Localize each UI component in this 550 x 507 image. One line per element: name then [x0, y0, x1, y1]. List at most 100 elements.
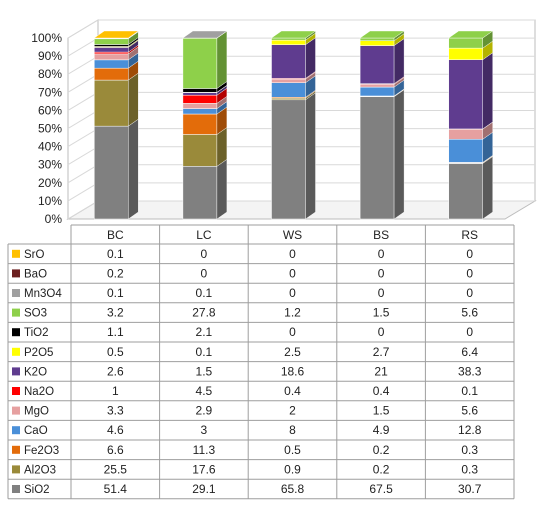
data-label-so3-bs: 1.5: [373, 306, 390, 320]
data-label-cao-bs: 4.9: [373, 423, 390, 437]
legend-key-na2o: [12, 387, 20, 395]
bar-segment-rs-p2o5: [448, 47, 483, 60]
bar-top-lc: [182, 30, 228, 39]
series-label-al2o3: Al2O3: [24, 464, 56, 476]
bar-segment-bc-sio2: [94, 125, 129, 220]
y-tick-label: 10%: [38, 194, 62, 208]
bar-side-bs-sio2: [393, 89, 405, 220]
data-label-bao-bc: 0.2: [107, 266, 124, 280]
data-label-mn3o4-ws: 0: [289, 286, 296, 300]
data-label-mgo-bs: 1.5: [373, 404, 390, 418]
data-label-cao-rs: 12.8: [458, 423, 482, 437]
bar-segment-ws-k2o: [271, 44, 306, 79]
series-label-tio2: TiO2: [24, 327, 49, 339]
data-label-mn3o4-lc: 0.1: [196, 286, 213, 300]
series-label-bao: BaO: [24, 268, 47, 280]
data-label-fe2o3-bc: 6.6: [107, 443, 124, 457]
legend-key-sio2: [12, 485, 20, 493]
bar-segment-ws-sio2: [271, 99, 306, 220]
data-label-so3-lc: 27.8: [192, 306, 216, 320]
bar-stack-lc: [182, 30, 228, 220]
data-label-sro-rs: 0: [466, 247, 473, 261]
series-label-p2o5: P2O5: [24, 347, 53, 359]
data-label-na2o-ws: 0.4: [284, 384, 301, 398]
data-label-mgo-bc: 3.3: [107, 404, 124, 418]
bar-segment-bs-p2o5: [359, 40, 395, 46]
data-label-al2o3-ws: 0.9: [284, 462, 301, 476]
bar-side-rs-sio2: [482, 156, 493, 220]
bar-stacks: [93, 30, 494, 220]
y-tick-label: 100%: [31, 31, 62, 45]
data-label-al2o3-bs: 0.2: [373, 462, 390, 476]
data-label-sio2-rs: 30.7: [458, 482, 482, 496]
category-label-ws: WS: [283, 228, 302, 242]
bar-segment-ws-mgo: [271, 78, 306, 84]
bar-top-bc: [93, 30, 139, 39]
data-label-p2o5-bs: 2.7: [373, 345, 390, 359]
bar-segment-bc-al2o3: [94, 79, 129, 127]
data-label-bao-ws: 0: [289, 266, 296, 280]
y-tick-label: 60%: [38, 103, 62, 117]
data-label-mgo-ws: 2: [289, 404, 296, 418]
data-label-al2o3-lc: 17.6: [192, 462, 216, 476]
legend-key-fe2o3: [12, 445, 20, 454]
bar-segment-lc-na2o: [182, 94, 218, 104]
bar-segment-ws-cao: [271, 82, 306, 98]
y-tick-label: 50%: [38, 122, 62, 136]
bar-side-lc-so3: [216, 30, 228, 89]
bar-segment-lc-sio2: [182, 166, 218, 220]
bar-side-bs-k2o: [393, 38, 405, 85]
legend-key-p2o5: [12, 347, 20, 356]
data-label-k2o-bc: 2.6: [107, 364, 124, 378]
data-label-sio2-bc: 51.4: [104, 482, 128, 496]
data-label-tio2-ws: 0: [289, 325, 296, 339]
data-label-sro-ws: 0: [289, 247, 296, 261]
bar-segment-bs-so3: [359, 37, 395, 41]
bar-segment-rs-sio2: [448, 163, 483, 220]
series-label-sio2: SiO2: [24, 484, 50, 496]
legend-key-cao: [12, 426, 20, 435]
y-tick-label: 40%: [38, 140, 62, 154]
bar-segment-bs-sio2: [359, 96, 395, 220]
data-label-mn3o4-rs: 0: [466, 286, 473, 300]
data-label-fe2o3-rs: 0.3: [461, 443, 478, 457]
data-label-k2o-lc: 1.5: [196, 364, 213, 378]
bar-stack-bs: [359, 30, 405, 220]
data-label-sio2-lc: 29.1: [192, 482, 216, 496]
data-label-k2o-rs: 38.3: [458, 364, 482, 378]
bar-segment-lc-so3: [182, 37, 218, 89]
bar-segment-bc-cao: [94, 59, 129, 69]
data-label-cao-lc: 3: [201, 423, 208, 437]
bar-segment-bc-fe2o3: [94, 67, 129, 81]
data-label-fe2o3-ws: 0.5: [284, 443, 301, 457]
gridline: [67, 19, 535, 39]
y-tick-label: 30%: [38, 158, 62, 172]
data-label-fe2o3-lc: 11.3: [193, 443, 216, 457]
series-label-cao: CaO: [24, 425, 48, 437]
bar-stack-rs: [448, 30, 494, 220]
series-label-sro: SrO: [24, 249, 45, 261]
data-label-na2o-rs: 0.1: [461, 384, 478, 398]
legend-key-bao: [12, 269, 20, 278]
bar-top-ws: [270, 30, 317, 39]
category-label-bs: BS: [373, 228, 389, 242]
series-label-fe2o3: Fe2O3: [24, 445, 59, 457]
category-label-rs: RS: [461, 228, 478, 242]
data-label-sro-bc: 0.1: [107, 247, 124, 261]
bar-segment-rs-mgo: [448, 128, 483, 140]
bar-segment-bc-na2o: [94, 51, 129, 55]
data-label-fe2o3-bs: 0.2: [373, 443, 390, 457]
data-label-mn3o4-bs: 0: [378, 286, 385, 300]
legend-key-al2o3: [12, 465, 20, 474]
bar-side-bc-al2o3: [128, 72, 139, 127]
data-label-al2o3-bc: 25.5: [104, 462, 128, 476]
data-label-sro-lc: 0: [201, 247, 208, 261]
data-label-tio2-bs: 0: [378, 325, 385, 339]
data-label-p2o5-ws: 2.5: [284, 345, 301, 359]
data-label-mgo-lc: 2.9: [196, 404, 213, 418]
bar-segment-rs-so3: [448, 37, 483, 49]
bar-side-rs-k2o: [482, 52, 493, 130]
y-tick-label: 20%: [38, 176, 62, 190]
data-label-sro-bs: 0: [378, 247, 385, 261]
